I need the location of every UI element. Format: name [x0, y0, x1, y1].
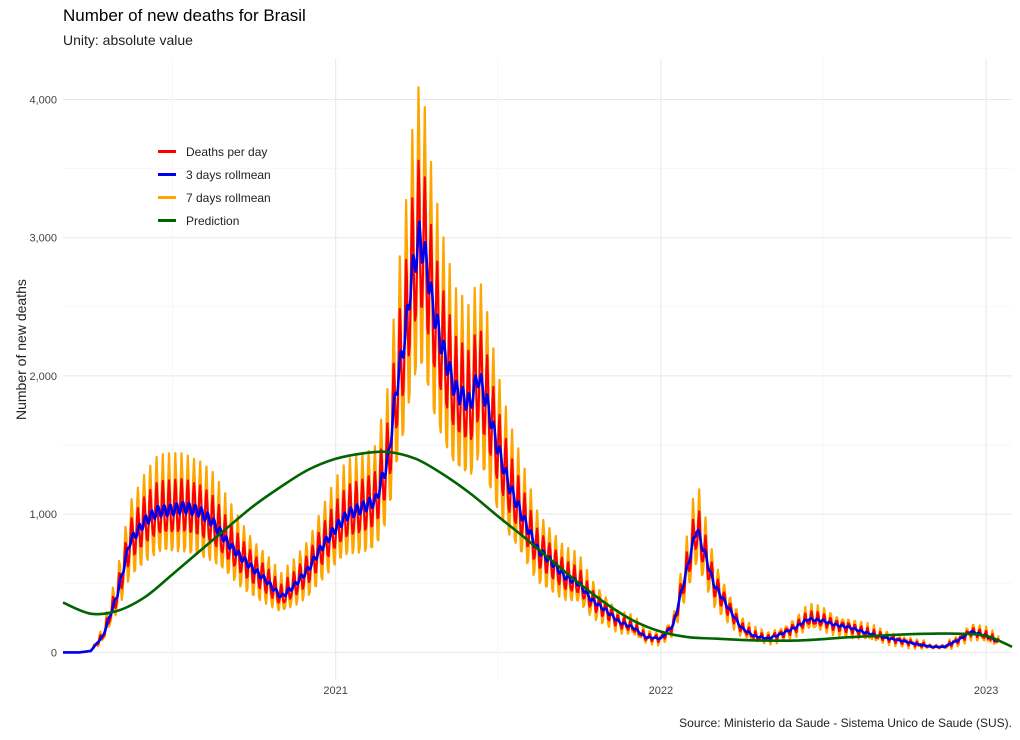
series-3-days-rollmean [62, 220, 1000, 654]
legend-item-roll3: 3 days rollmean [158, 163, 271, 186]
x-tick-label: 2022 [649, 685, 673, 697]
legend-swatch-roll7 [158, 196, 176, 199]
legend-swatch-prediction [158, 219, 176, 222]
x-tick-label: 2023 [974, 685, 998, 697]
y-tick-label: 1,000 [29, 509, 57, 521]
chart-subtitle: Unity: absolute value [63, 32, 193, 48]
y-tick-label: 3,000 [29, 233, 57, 245]
y-tick-labels: 0 1,000 2,000 3,000 4,000 [29, 94, 57, 659]
y-tick-label: 2,000 [29, 371, 57, 383]
y-tick-label: 4,000 [29, 94, 57, 106]
legend-swatch-roll3 [158, 173, 176, 176]
series-deaths-per-day [62, 159, 1000, 654]
series-prediction [62, 450, 1013, 648]
series-7-days-rollmean [62, 86, 1000, 654]
legend-label-deaths: Deaths per day [186, 144, 268, 159]
legend-swatch-deaths [158, 150, 176, 153]
legend-item-deaths: Deaths per day [158, 140, 271, 163]
legend-item-roll7: 7 days rollmean [158, 186, 271, 209]
x-tick-labels: 2021 2022 2023 [323, 685, 998, 697]
chart-title: Number of new deaths for Brasil [63, 6, 306, 25]
y-tick-label: 0 [51, 647, 57, 659]
legend-label-roll3: 3 days rollmean [186, 167, 271, 182]
legend: Deaths per day 3 days rollmean 7 days ro… [158, 140, 271, 232]
legend-label-roll7: 7 days rollmean [186, 190, 271, 205]
legend-item-prediction: Prediction [158, 209, 271, 232]
x-tick-label: 2021 [323, 685, 347, 697]
legend-label-prediction: Prediction [186, 213, 240, 228]
chart-series [62, 86, 1013, 654]
grid-lines [63, 58, 1012, 680]
source-caption: Source: Ministerio da Saude - Sistema Un… [679, 716, 1012, 730]
